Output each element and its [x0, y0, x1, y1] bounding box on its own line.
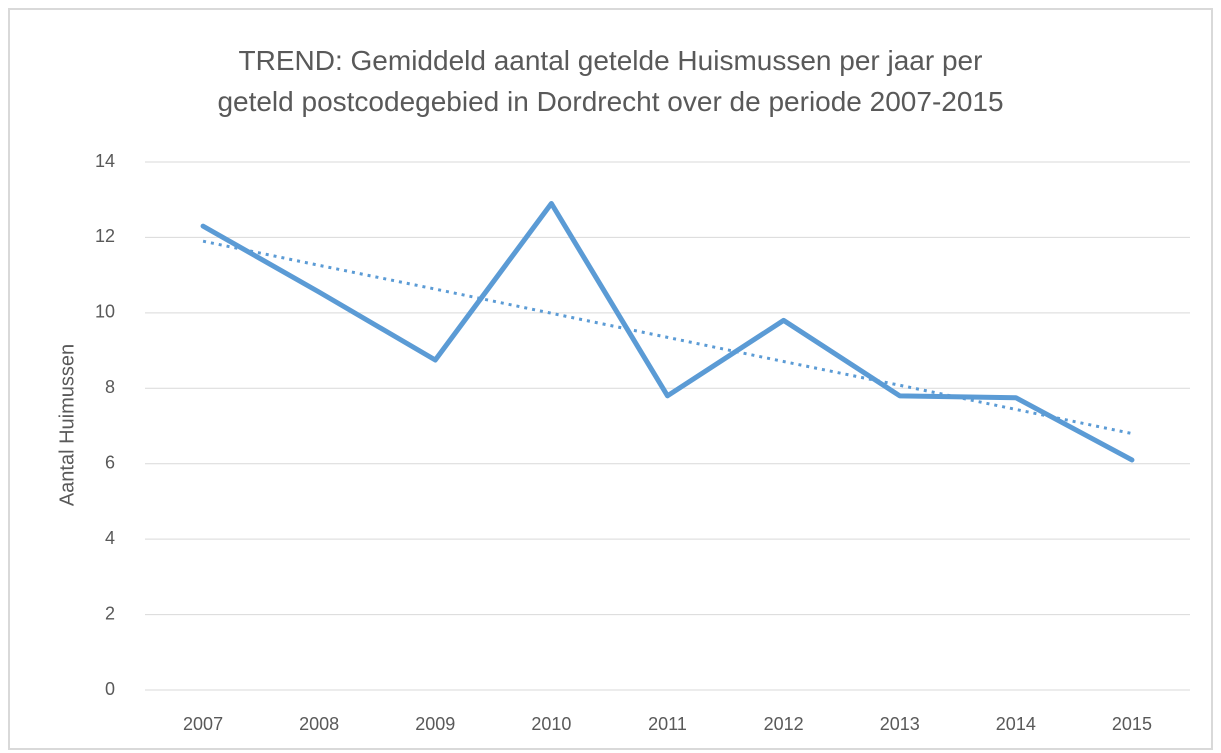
x-tick-label: 2007 — [183, 714, 223, 734]
y-tick-label: 6 — [105, 452, 115, 472]
x-tick-label: 2010 — [531, 714, 571, 734]
y-tick-label: 12 — [95, 226, 115, 246]
y-tick-label: 2 — [105, 603, 115, 623]
data-line — [200, 200, 1135, 463]
y-tick-label: 10 — [95, 302, 115, 322]
x-tick-label: 2012 — [764, 714, 804, 734]
chart-border — [8, 8, 1213, 750]
x-tick-label: 2014 — [996, 714, 1036, 734]
x-tick-label: 2011 — [648, 714, 687, 734]
y-tick-label: 0 — [105, 679, 115, 699]
x-tick-label: 2009 — [415, 714, 455, 734]
x-tick-label: 2013 — [880, 714, 920, 734]
y-tick-label: 8 — [105, 377, 115, 397]
x-tick-label: 2015 — [1112, 714, 1152, 734]
x-tick-label: 2008 — [299, 714, 339, 734]
y-tick-label: 14 — [95, 151, 115, 171]
trend-line — [202, 239, 1133, 436]
chart-title: TREND: Gemiddeld aantal getelde Huismuss… — [217, 45, 1004, 117]
y-tick-label: 4 — [105, 528, 115, 548]
y-axis-label: Aantal Huimussen — [56, 344, 78, 506]
